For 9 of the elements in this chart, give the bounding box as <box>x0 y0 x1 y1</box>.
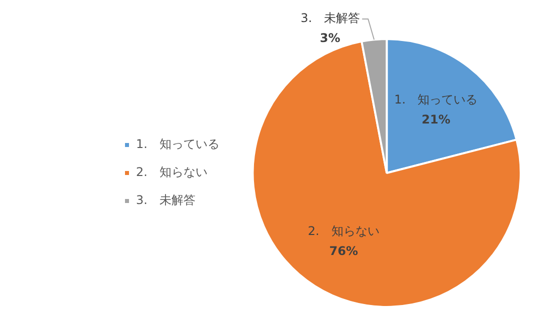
data-label: 21% <box>422 112 450 127</box>
legend-label: 1. 知っている <box>136 137 220 152</box>
data-label: 3% <box>320 31 340 46</box>
slice-label: 1. 知っている <box>394 92 478 107</box>
slice-label: 3. 未解答 <box>300 11 360 26</box>
data-label: 76% <box>329 244 358 258</box>
legend-label: 3. 未解答 <box>136 193 196 208</box>
slice-label: 2. 知らない <box>308 224 380 238</box>
legend-label: 2. 知らない <box>136 165 208 180</box>
